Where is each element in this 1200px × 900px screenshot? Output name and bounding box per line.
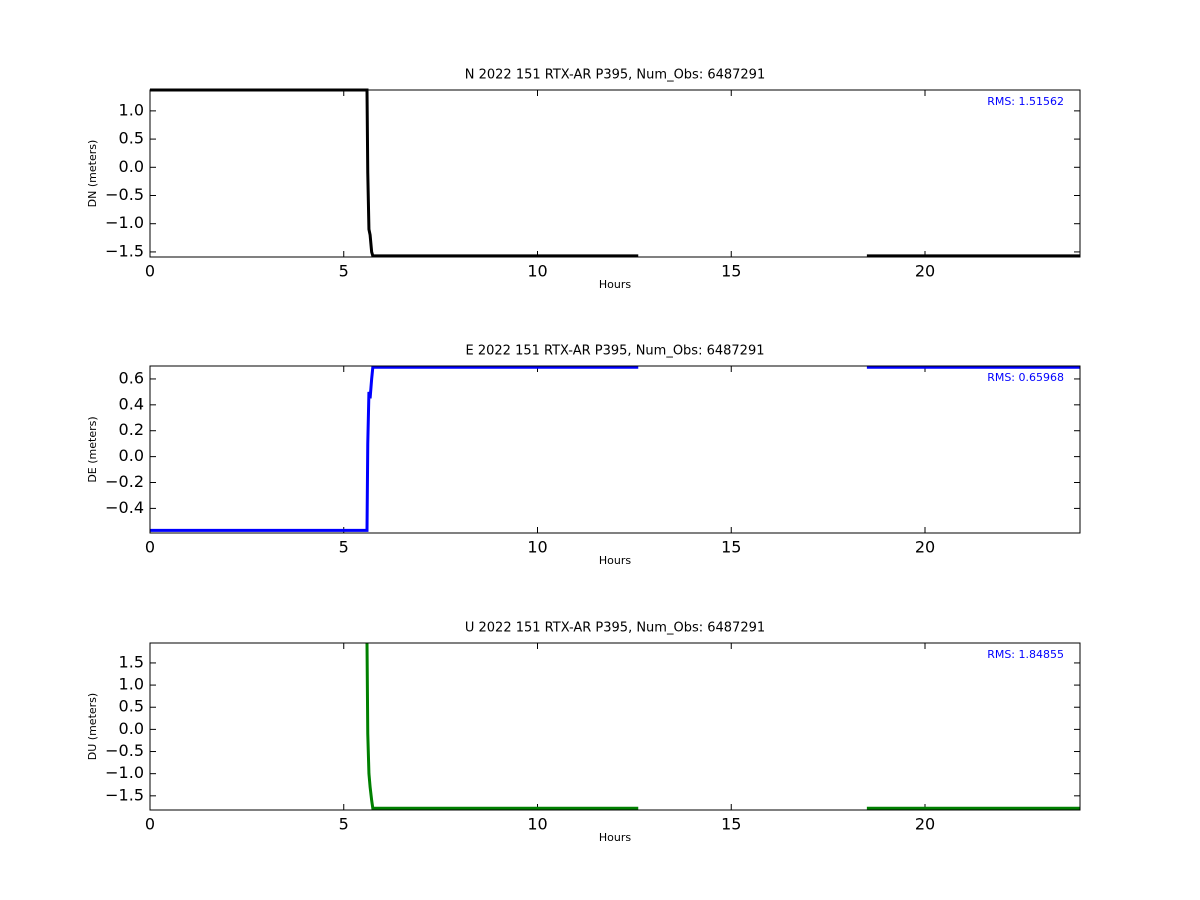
chart-title: N 2022 151 RTX-AR P395, Num_Obs: 6487291 (465, 68, 765, 83)
y-tick-label: −0.2 (105, 472, 144, 491)
y-tick-label: 0.5 (119, 697, 144, 716)
data-line (150, 365, 1080, 532)
x-tick-label: 5 (339, 815, 349, 834)
data-line (150, 88, 1080, 258)
rms-annotation: RMS: 0.65968 (987, 371, 1064, 384)
y-tick-label: 0.5 (119, 129, 144, 148)
x-tick-label: 15 (721, 538, 741, 557)
y-axis-label: DU (meters) (86, 693, 99, 760)
rms-annotation: RMS: 1.84855 (987, 648, 1064, 661)
y-tick-label: 0.6 (119, 368, 144, 387)
x-tick-label: 20 (915, 815, 935, 834)
y-tick-label: −1.5 (105, 241, 144, 260)
plot-frame (149, 365, 1081, 534)
plot-frame (149, 89, 1081, 258)
x-tick-label: 0 (145, 815, 155, 834)
y-axis-label: DE (meters) (86, 416, 99, 482)
x-tick-label: 5 (339, 538, 349, 557)
chart-title: U 2022 151 RTX-AR P395, Num_Obs: 6487291 (465, 621, 765, 636)
x-tick-label: 10 (527, 262, 547, 281)
y-tick-label: 1.5 (119, 652, 144, 671)
x-tick-label: 20 (915, 262, 935, 281)
y-tick-label: −1.0 (105, 213, 144, 232)
chart-title: E 2022 151 RTX-AR P395, Num_Obs: 6487291 (466, 344, 765, 359)
x-axis-label: Hours (599, 278, 631, 291)
x-axis-label: Hours (599, 831, 631, 844)
y-tick-label: −0.4 (105, 498, 144, 517)
y-tick-label: −1.5 (105, 785, 144, 804)
y-tick-label: 1.0 (119, 100, 144, 119)
y-tick-label: 0.0 (119, 446, 144, 465)
y-tick-label: −0.5 (105, 185, 144, 204)
x-tick-label: 15 (721, 262, 741, 281)
y-tick-label: −0.5 (105, 741, 144, 760)
y-tick-label: −1.0 (105, 763, 144, 782)
x-tick-label: 0 (145, 538, 155, 557)
x-tick-label: 0 (145, 262, 155, 281)
x-axis-label: Hours (599, 554, 631, 567)
x-tick-label: 10 (527, 815, 547, 834)
rms-annotation: RMS: 1.51562 (987, 95, 1064, 108)
x-tick-label: 20 (915, 538, 935, 557)
data-line (365, 642, 1080, 810)
x-tick-label: 5 (339, 262, 349, 281)
y-tick-label: 1.0 (119, 675, 144, 694)
y-tick-label: 0.0 (119, 157, 144, 176)
y-axis-label: DN (meters) (86, 140, 99, 208)
plot-frame (149, 642, 1081, 811)
x-tick-label: 10 (527, 538, 547, 557)
y-tick-label: 0.2 (119, 420, 144, 439)
y-tick-label: 0.4 (119, 394, 144, 413)
x-tick-label: 15 (721, 815, 741, 834)
y-tick-label: 0.0 (119, 719, 144, 738)
